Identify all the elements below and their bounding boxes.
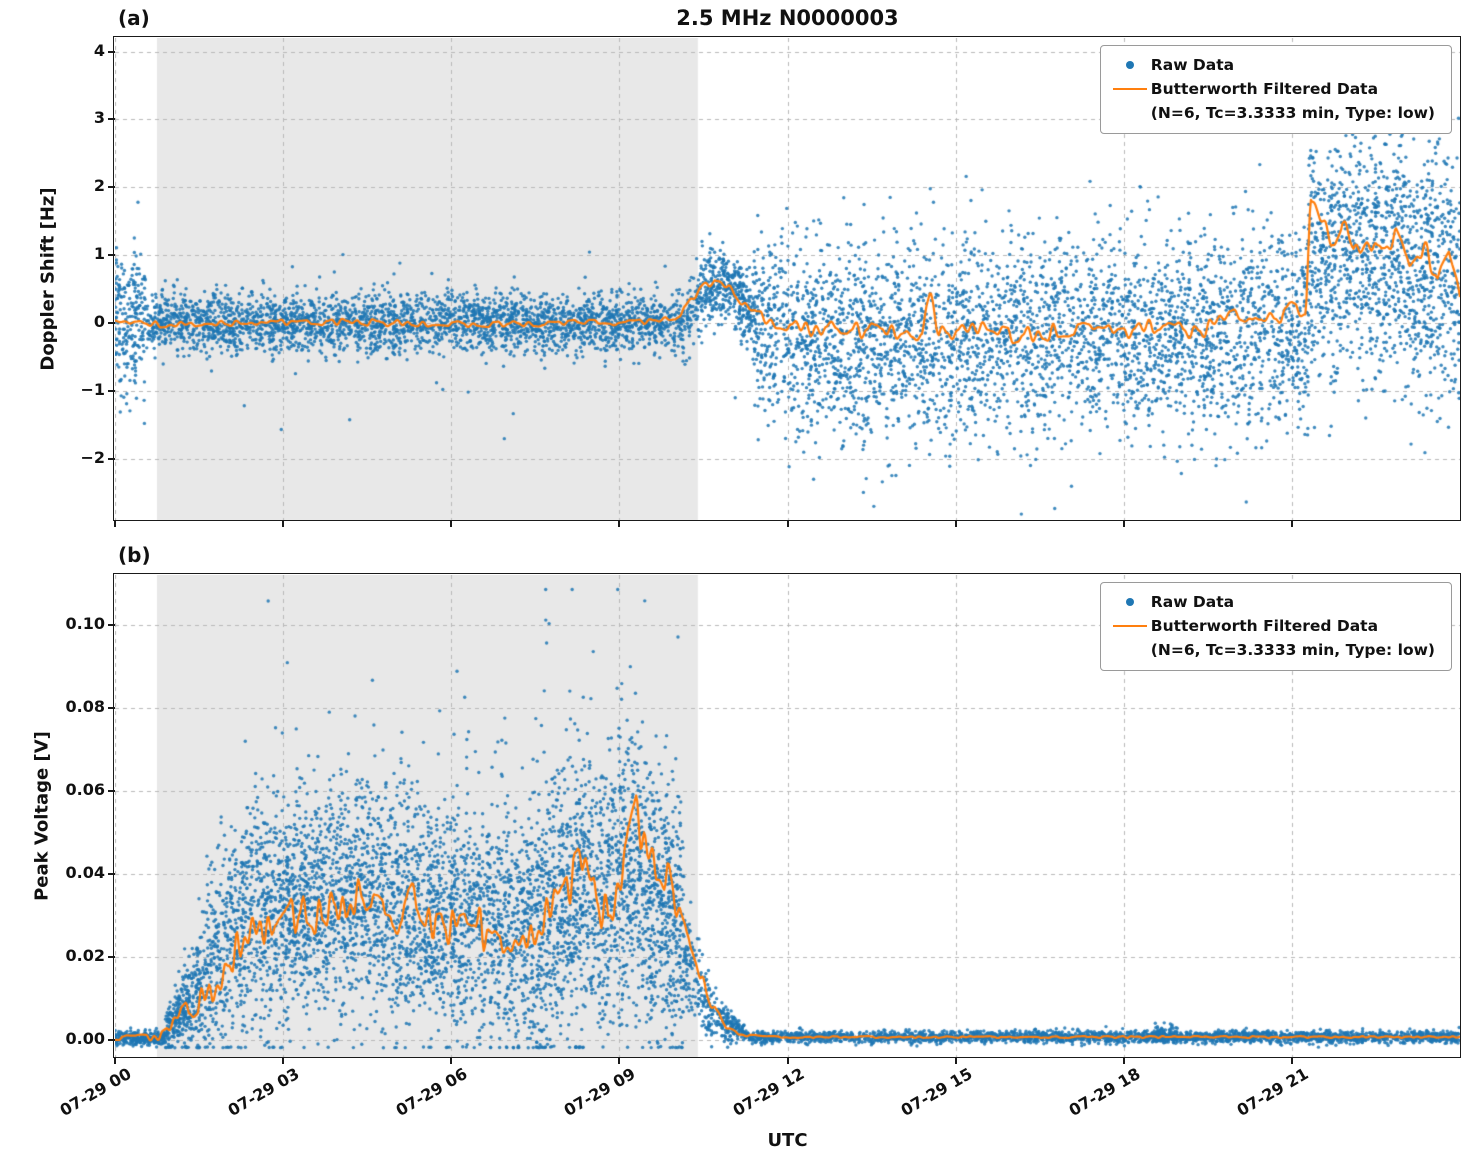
y-tick-label: 0.08 (65, 696, 105, 716)
x-tick-mark (618, 520, 621, 527)
legend-filtered-row: Butterworth Filtered Data (1109, 614, 1435, 638)
y-tick-label: 0.00 (65, 1029, 105, 1049)
y-tick-label: 0.10 (65, 613, 105, 633)
x-tick-mark (1290, 520, 1293, 527)
y-tick-label: 0 (93, 312, 105, 332)
y-tick-label: 1 (93, 244, 105, 264)
legend-raw-row: Raw Data (1109, 53, 1435, 77)
x-tick-label: 07-29 15 (897, 1064, 976, 1120)
legend-raw-label: Raw Data (1150, 593, 1235, 611)
legend-filtered-sublabel: (N=6, Tc=3.3333 min, Type: low) (1150, 104, 1435, 123)
filtered-line-marker-swatch (1109, 88, 1151, 91)
legend-filtered-row: Butterworth Filtered Data (1109, 77, 1435, 101)
legend-filtered-label: Butterworth Filtered Data (1150, 80, 1379, 99)
x-tick-mark (282, 1057, 285, 1064)
x-tick-mark (1290, 1057, 1293, 1064)
legend-raw-row: Raw Data (1109, 590, 1435, 614)
raw-data-dot-icon (1125, 61, 1134, 69)
panel-a-y-axis-title: Doppler Shift [Hz] (37, 187, 59, 371)
panel-a-label: (a) (118, 6, 150, 30)
x-tick-label: 07-29 09 (560, 1064, 639, 1120)
chart-title: 2.5 MHz N0000003 (676, 6, 899, 30)
x-tick-mark (450, 1057, 453, 1064)
x-tick-mark (282, 520, 285, 527)
x-tick-mark (1122, 1057, 1125, 1064)
x-tick-mark (954, 520, 957, 527)
y-tick-label: 0.04 (65, 863, 105, 883)
x-tick-label: 07-29 03 (224, 1064, 303, 1120)
panel-b-legend: Raw Data Butterworth Filtered Data (N=6,… (1099, 582, 1452, 672)
x-tick-label: 07-29 18 (1065, 1064, 1144, 1120)
legend-raw-label: Raw Data (1150, 56, 1235, 74)
panel-b-y-axis-title: Peak Voltage [V] (31, 731, 53, 901)
filtered-line-icon (1112, 88, 1147, 91)
x-tick-label: 07-29 00 (56, 1064, 135, 1120)
filtered-line-marker-swatch (1109, 625, 1151, 628)
x-tick-mark (114, 520, 116, 527)
x-tick-mark (114, 1057, 116, 1064)
x-tick-label: 07-29 21 (1233, 1064, 1312, 1120)
x-tick-mark (618, 1057, 621, 1064)
x-axis-title: UTC (767, 1130, 808, 1151)
filtered-line-icon (1112, 625, 1147, 628)
y-tick-label: 0.02 (65, 946, 105, 966)
raw-data-marker-swatch (1109, 61, 1151, 69)
legend-filtered-label: Butterworth Filtered Data (1150, 617, 1379, 636)
legend-filtered-sublabel: (N=6, Tc=3.3333 min, Type: low) (1150, 641, 1435, 660)
raw-data-dot-icon (1125, 598, 1134, 606)
x-tick-mark (450, 520, 453, 527)
y-tick-label: 2 (93, 176, 105, 196)
y-tick-label: 4 (93, 40, 105, 60)
y-tick-label: 0.06 (65, 780, 105, 800)
y-tick-label: −2 (80, 447, 105, 467)
panel-a-legend: Raw Data Butterworth Filtered Data (N=6,… (1099, 45, 1452, 135)
raw-data-marker-swatch (1109, 598, 1151, 606)
panel-b-label: (b) (118, 543, 151, 567)
y-tick-label: 3 (93, 108, 105, 128)
y-tick-label: −1 (80, 380, 105, 399)
x-tick-mark (786, 1057, 789, 1064)
x-tick-mark (1122, 520, 1125, 527)
x-tick-mark (786, 520, 789, 527)
x-tick-label: 07-29 06 (392, 1064, 471, 1120)
x-tick-label: 07-29 12 (729, 1064, 807, 1120)
x-tick-mark (954, 1057, 957, 1064)
